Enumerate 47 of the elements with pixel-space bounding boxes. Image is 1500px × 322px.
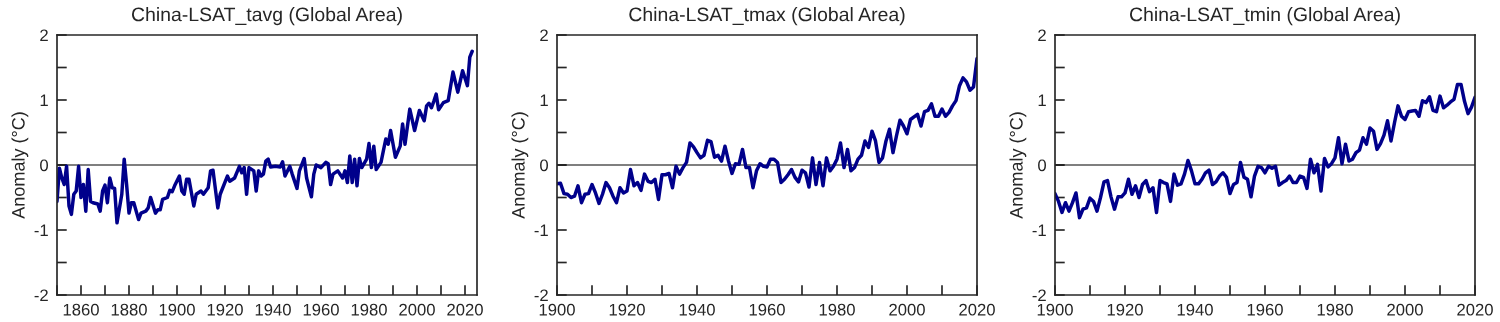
x-tick-label: 1880 xyxy=(111,303,147,316)
x-tick-label: 1960 xyxy=(1247,303,1283,316)
y-tick-label: 2 xyxy=(40,29,48,42)
x-tick-label: 2000 xyxy=(889,303,925,316)
x-tick-label: 1900 xyxy=(159,303,195,316)
y-tick-label: 2 xyxy=(1038,29,1046,42)
y-tick-label: -1 xyxy=(1032,224,1046,237)
x-tick-label: 1980 xyxy=(819,303,855,316)
y-tick-label: -2 xyxy=(534,289,548,302)
line-series xyxy=(57,49,474,225)
chart-title: China-LSAT_tmin (Global Area) xyxy=(1130,7,1400,26)
x-tick-label: 1900 xyxy=(539,303,575,316)
line-series xyxy=(1055,82,1475,220)
y-tick-label: -2 xyxy=(1032,289,1046,302)
y-tick-label: 1 xyxy=(40,94,48,107)
x-tick-label: 1980 xyxy=(351,303,387,316)
x-tick-label: 2020 xyxy=(447,303,483,316)
x-tick-label: 1900 xyxy=(1037,303,1073,316)
x-tick-label: 2020 xyxy=(1457,303,1493,316)
x-tick-label: 1940 xyxy=(679,303,715,316)
y-tick-label: 0 xyxy=(1038,159,1047,172)
x-tick-label: 1960 xyxy=(303,303,339,316)
y-tick-label: 0 xyxy=(540,159,549,172)
x-tick-label: 1980 xyxy=(1317,303,1353,316)
x-tick-label: 1940 xyxy=(255,303,291,316)
chart-title: China-LSAT_tavg (Global Area) xyxy=(131,7,402,26)
chart-title: China-LSAT_tmax (Global Area) xyxy=(629,7,905,26)
x-tick-label: 1960 xyxy=(749,303,785,316)
x-tick-label: 1940 xyxy=(1177,303,1213,316)
x-tick-label: 1920 xyxy=(1107,303,1143,316)
y-tick-label: -1 xyxy=(34,224,48,237)
x-tick-label: 2020 xyxy=(959,303,995,316)
x-tick-label: 1920 xyxy=(609,303,645,316)
y-tick-label: 1 xyxy=(540,94,548,107)
x-tick-label: 2000 xyxy=(399,303,435,316)
y-tick-label: -2 xyxy=(34,289,48,302)
x-tick-label: 1920 xyxy=(207,303,243,316)
line-series xyxy=(557,56,977,206)
y-tick-label: -1 xyxy=(534,224,548,237)
y-tick-label: 0 xyxy=(40,159,49,172)
x-tick-label: 2000 xyxy=(1387,303,1423,316)
y-axis-title: Anomaly (°C) xyxy=(1009,112,1027,219)
y-tick-label: 2 xyxy=(540,29,548,42)
y-axis-title: Anomaly (°C) xyxy=(11,112,29,219)
x-tick-label: 1860 xyxy=(63,303,99,316)
y-axis-title: Anomaly (°C) xyxy=(511,112,529,219)
y-tick-label: 1 xyxy=(1038,94,1046,107)
